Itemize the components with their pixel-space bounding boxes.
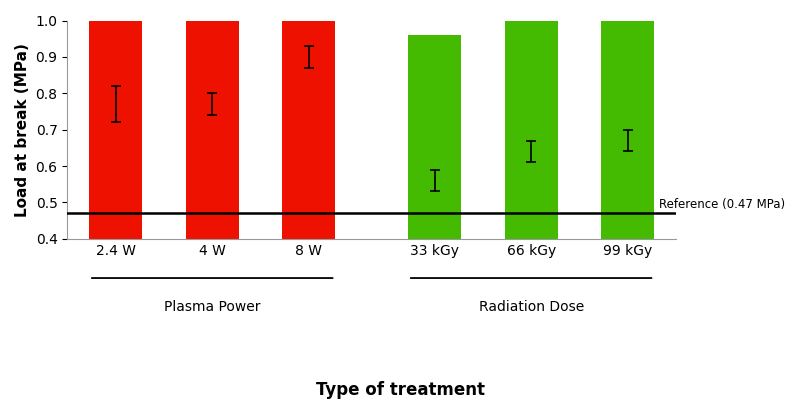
Bar [89, 0, 142, 239]
Text: Type of treatment: Type of treatment [315, 381, 485, 399]
Bar [505, 6, 558, 239]
Bar [602, 0, 654, 239]
Bar [186, 0, 239, 239]
Text: Plasma Power: Plasma Power [164, 300, 261, 314]
Text: Radiation Dose: Radiation Dose [478, 300, 584, 314]
Y-axis label: Load at break (MPa): Load at break (MPa) [15, 43, 30, 216]
Bar [282, 0, 335, 239]
Bar [408, 35, 461, 239]
Text: Reference (0.47 MPa): Reference (0.47 MPa) [659, 198, 786, 211]
